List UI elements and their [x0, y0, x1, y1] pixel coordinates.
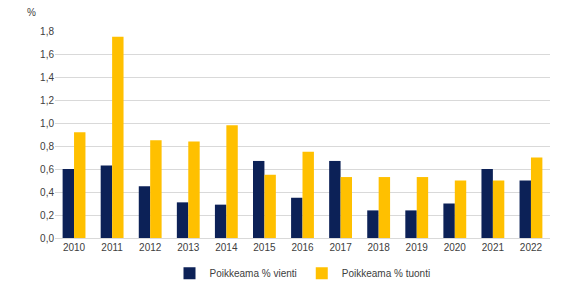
svg-text:2019: 2019 [406, 242, 429, 253]
svg-text:1,8: 1,8 [40, 26, 54, 37]
svg-text:2010: 2010 [63, 242, 86, 253]
svg-text:2017: 2017 [329, 242, 352, 253]
svg-text:0,6: 0,6 [40, 164, 54, 175]
svg-text:2015: 2015 [253, 242, 276, 253]
svg-text:1,0: 1,0 [40, 118, 54, 129]
svg-text:2013: 2013 [177, 242, 200, 253]
svg-text:1,4: 1,4 [40, 72, 54, 83]
svg-text:0,0: 0,0 [40, 233, 54, 244]
svg-text:%: % [27, 7, 36, 18]
svg-text:2012: 2012 [139, 242, 162, 253]
svg-text:2021: 2021 [482, 242, 505, 253]
svg-text:0,2: 0,2 [40, 210, 54, 221]
svg-text:Poikkeama % tuonti: Poikkeama % tuonti [342, 268, 430, 279]
svg-text:Poikkeama % vienti: Poikkeama % vienti [210, 268, 297, 279]
svg-text:2011: 2011 [101, 242, 123, 253]
svg-text:1,2: 1,2 [40, 95, 54, 106]
svg-text:2016: 2016 [291, 242, 314, 253]
svg-text:2018: 2018 [368, 242, 391, 253]
svg-text:2020: 2020 [444, 242, 467, 253]
svg-text:1,6: 1,6 [40, 49, 54, 60]
svg-text:0,4: 0,4 [40, 187, 54, 198]
svg-text:0,8: 0,8 [40, 141, 54, 152]
svg-text:2014: 2014 [215, 242, 238, 253]
svg-text:2022: 2022 [520, 242, 543, 253]
